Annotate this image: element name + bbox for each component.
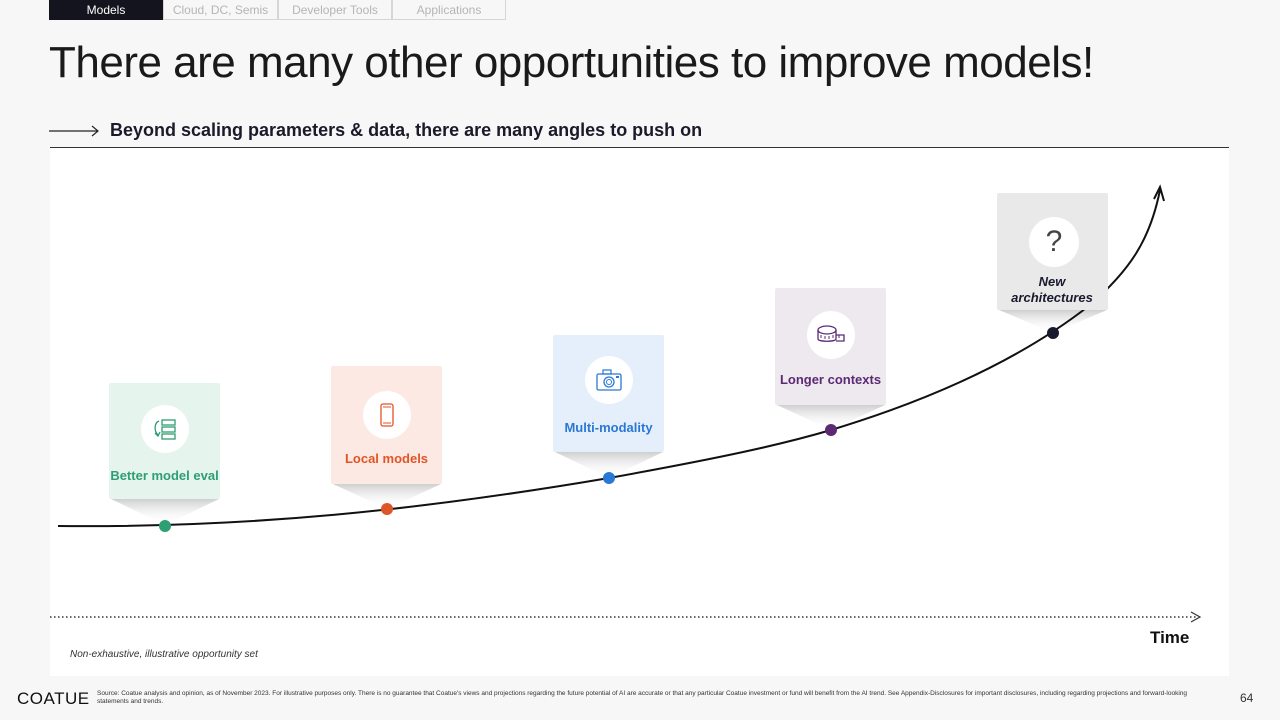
footnote: Non-exhaustive, illustrative opportunity… (70, 649, 258, 660)
icon-circle (585, 356, 633, 404)
page-title: There are many other opportunities to im… (49, 38, 1094, 87)
icon-circle (363, 391, 411, 439)
time-axis-arrowhead-icon (1190, 611, 1202, 623)
curve-arrowhead-icon (1153, 184, 1165, 202)
tab-cloud-dc-semis[interactable]: Cloud, DC, Semis (163, 0, 278, 20)
page-number: 64 (1240, 691, 1254, 705)
card-label: Multi-modality (564, 420, 653, 435)
subtitle-divider (50, 147, 1229, 148)
camera-icon (596, 369, 622, 391)
card-label: Local models (344, 451, 429, 466)
card-new-architectures: ? New architectures (997, 193, 1108, 310)
question-icon: ? (1045, 225, 1063, 258)
curve-point-new-architectures (1047, 327, 1059, 339)
card-pointer (555, 452, 663, 478)
tab-models[interactable]: Models (49, 0, 163, 20)
icon-circle (807, 311, 855, 359)
eval-list-icon (154, 419, 176, 440)
curve-point-local-models (381, 503, 393, 515)
phone-icon (380, 403, 394, 427)
card-pointer (777, 405, 885, 430)
curve-point-multi-modality (603, 472, 615, 484)
card-label: New architectures (1011, 274, 1093, 305)
tape-measure-icon (817, 325, 845, 342)
subtitle-arrow-icon (49, 125, 99, 137)
source-disclaimer: Source: Coatue analysis and opinion, as … (97, 690, 1187, 705)
card-label: Longer contexts (779, 372, 882, 387)
card-local-models: Local models (331, 366, 442, 484)
time-axis-label: Time (1150, 628, 1190, 647)
icon-circle (141, 405, 189, 453)
card-multi-modality: Multi-modality (553, 335, 664, 452)
tab-applications[interactable]: Applications (392, 0, 506, 20)
card-better-model-eval: Better model eval (109, 383, 220, 499)
company-logo: COATUE (17, 689, 90, 708)
icon-circle: ? (1029, 217, 1079, 267)
subtitle: Beyond scaling parameters & data, there … (110, 120, 703, 140)
curve-point-better-model-eval (159, 520, 171, 532)
card-pointer (333, 484, 441, 509)
tab-developer-tools[interactable]: Developer Tools (278, 0, 392, 20)
card-label: Better model eval (110, 468, 219, 483)
card-longer-contexts: Longer contexts (775, 288, 886, 405)
card-pointer (111, 499, 219, 525)
curve-point-longer-contexts (825, 424, 837, 436)
card-pointer (999, 310, 1107, 333)
section-tabs: Models Cloud, DC, Semis Developer Tools … (49, 0, 506, 21)
